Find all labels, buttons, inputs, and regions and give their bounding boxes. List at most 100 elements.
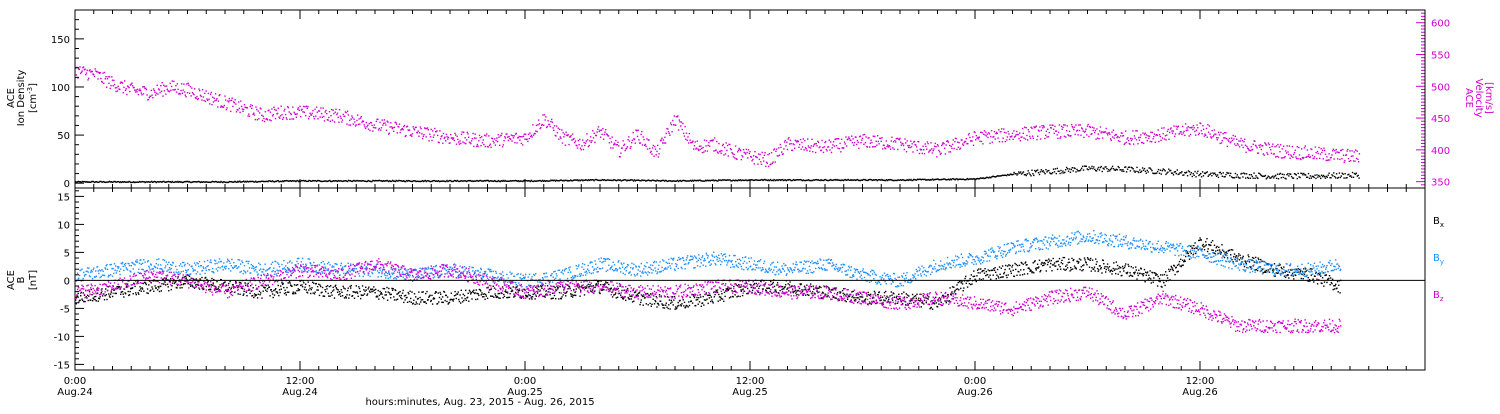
velocity-point [358, 124, 359, 125]
bx-point [671, 300, 672, 301]
bx-point [146, 292, 147, 293]
velocity-point [1184, 135, 1185, 136]
bx-point [759, 286, 760, 287]
velocity-point [271, 108, 272, 109]
velocity-point [1026, 135, 1027, 136]
velocity-point [1336, 151, 1337, 152]
bx-point [379, 291, 380, 292]
bx-point [1137, 272, 1138, 273]
bx-point [980, 268, 981, 269]
bx-point [303, 282, 304, 283]
bx-point [481, 294, 482, 295]
bx-point [1007, 265, 1008, 266]
bx-point [93, 298, 94, 299]
ion-density-point [1343, 177, 1344, 178]
velocity-point [582, 139, 583, 140]
velocity-point [752, 159, 753, 160]
bx-point [364, 293, 365, 294]
bx-point [1026, 264, 1027, 265]
velocity-point [512, 135, 513, 136]
ion-density-point [1203, 175, 1204, 176]
bx-point [525, 295, 526, 296]
velocity-point [731, 149, 732, 150]
ion-density-point [1193, 175, 1194, 176]
bx-point [906, 293, 907, 294]
velocity-point [270, 112, 271, 113]
bx-point [82, 300, 83, 301]
bx-point [424, 301, 425, 302]
bx-point [316, 283, 317, 284]
bx-point [532, 296, 533, 297]
bx-point [406, 297, 407, 298]
bx-point [1022, 274, 1023, 275]
velocity-point [209, 103, 210, 104]
bx-point [926, 298, 927, 299]
velocity-point [1072, 126, 1073, 127]
bx-point [721, 298, 722, 299]
bx-point [286, 287, 287, 288]
bx-point [527, 296, 528, 297]
velocity-point [1250, 150, 1251, 151]
bx-point [789, 281, 790, 282]
velocity-point [701, 148, 702, 149]
velocity-point [1193, 125, 1194, 126]
bx-point [697, 299, 698, 300]
ion-density-point [1181, 171, 1182, 172]
velocity-point [106, 87, 107, 88]
bx-point [338, 294, 339, 295]
velocity-point [665, 142, 666, 143]
bx-point [538, 289, 539, 290]
ion-density-point [1110, 169, 1111, 170]
bx-point [504, 296, 505, 297]
velocity-point [289, 119, 290, 120]
bx-point [979, 272, 980, 273]
velocity-point [1021, 136, 1022, 137]
velocity-point [851, 136, 852, 137]
velocity-point [501, 135, 502, 136]
velocity-point [1240, 140, 1241, 141]
velocity-point [1082, 128, 1083, 129]
bx-point [1121, 275, 1122, 276]
bx-point [379, 295, 380, 296]
velocity-point [125, 90, 126, 91]
velocity-point [1074, 126, 1075, 127]
velocity-point [244, 104, 245, 105]
velocity-point [445, 140, 446, 141]
velocity-point [199, 90, 200, 91]
velocity-point [1098, 138, 1099, 139]
velocity-point [1352, 155, 1353, 156]
bx-point [421, 299, 422, 300]
bx-point [908, 295, 909, 296]
bx-point [1151, 282, 1152, 283]
velocity-point [1181, 134, 1182, 135]
ion-density-point [1127, 169, 1128, 170]
velocity-point [1095, 139, 1096, 140]
bx-point [801, 283, 802, 284]
velocity-point [1150, 141, 1151, 142]
velocity-point [930, 149, 931, 150]
bx-point [681, 305, 682, 306]
bx-point [594, 287, 595, 288]
velocity-point [593, 137, 594, 138]
bx-point [438, 292, 439, 293]
velocity-point [159, 89, 160, 90]
bx-point [389, 292, 390, 293]
bx-point [956, 289, 957, 290]
velocity-point [508, 140, 509, 141]
ion-density-point [1225, 174, 1226, 175]
velocity-point [134, 90, 135, 91]
ion-density-point [1058, 171, 1059, 172]
velocity-point [104, 72, 105, 73]
bx-point [1116, 268, 1117, 269]
bx-point [147, 288, 148, 289]
bx-point [267, 288, 268, 289]
ion-density-point [1071, 169, 1072, 170]
velocity-point [1085, 129, 1086, 130]
bx-point [985, 275, 986, 276]
velocity-point [1030, 138, 1031, 139]
velocity-point [537, 124, 538, 125]
velocity-point [472, 138, 473, 139]
bx-point [1129, 272, 1130, 273]
bx-point [279, 292, 280, 293]
